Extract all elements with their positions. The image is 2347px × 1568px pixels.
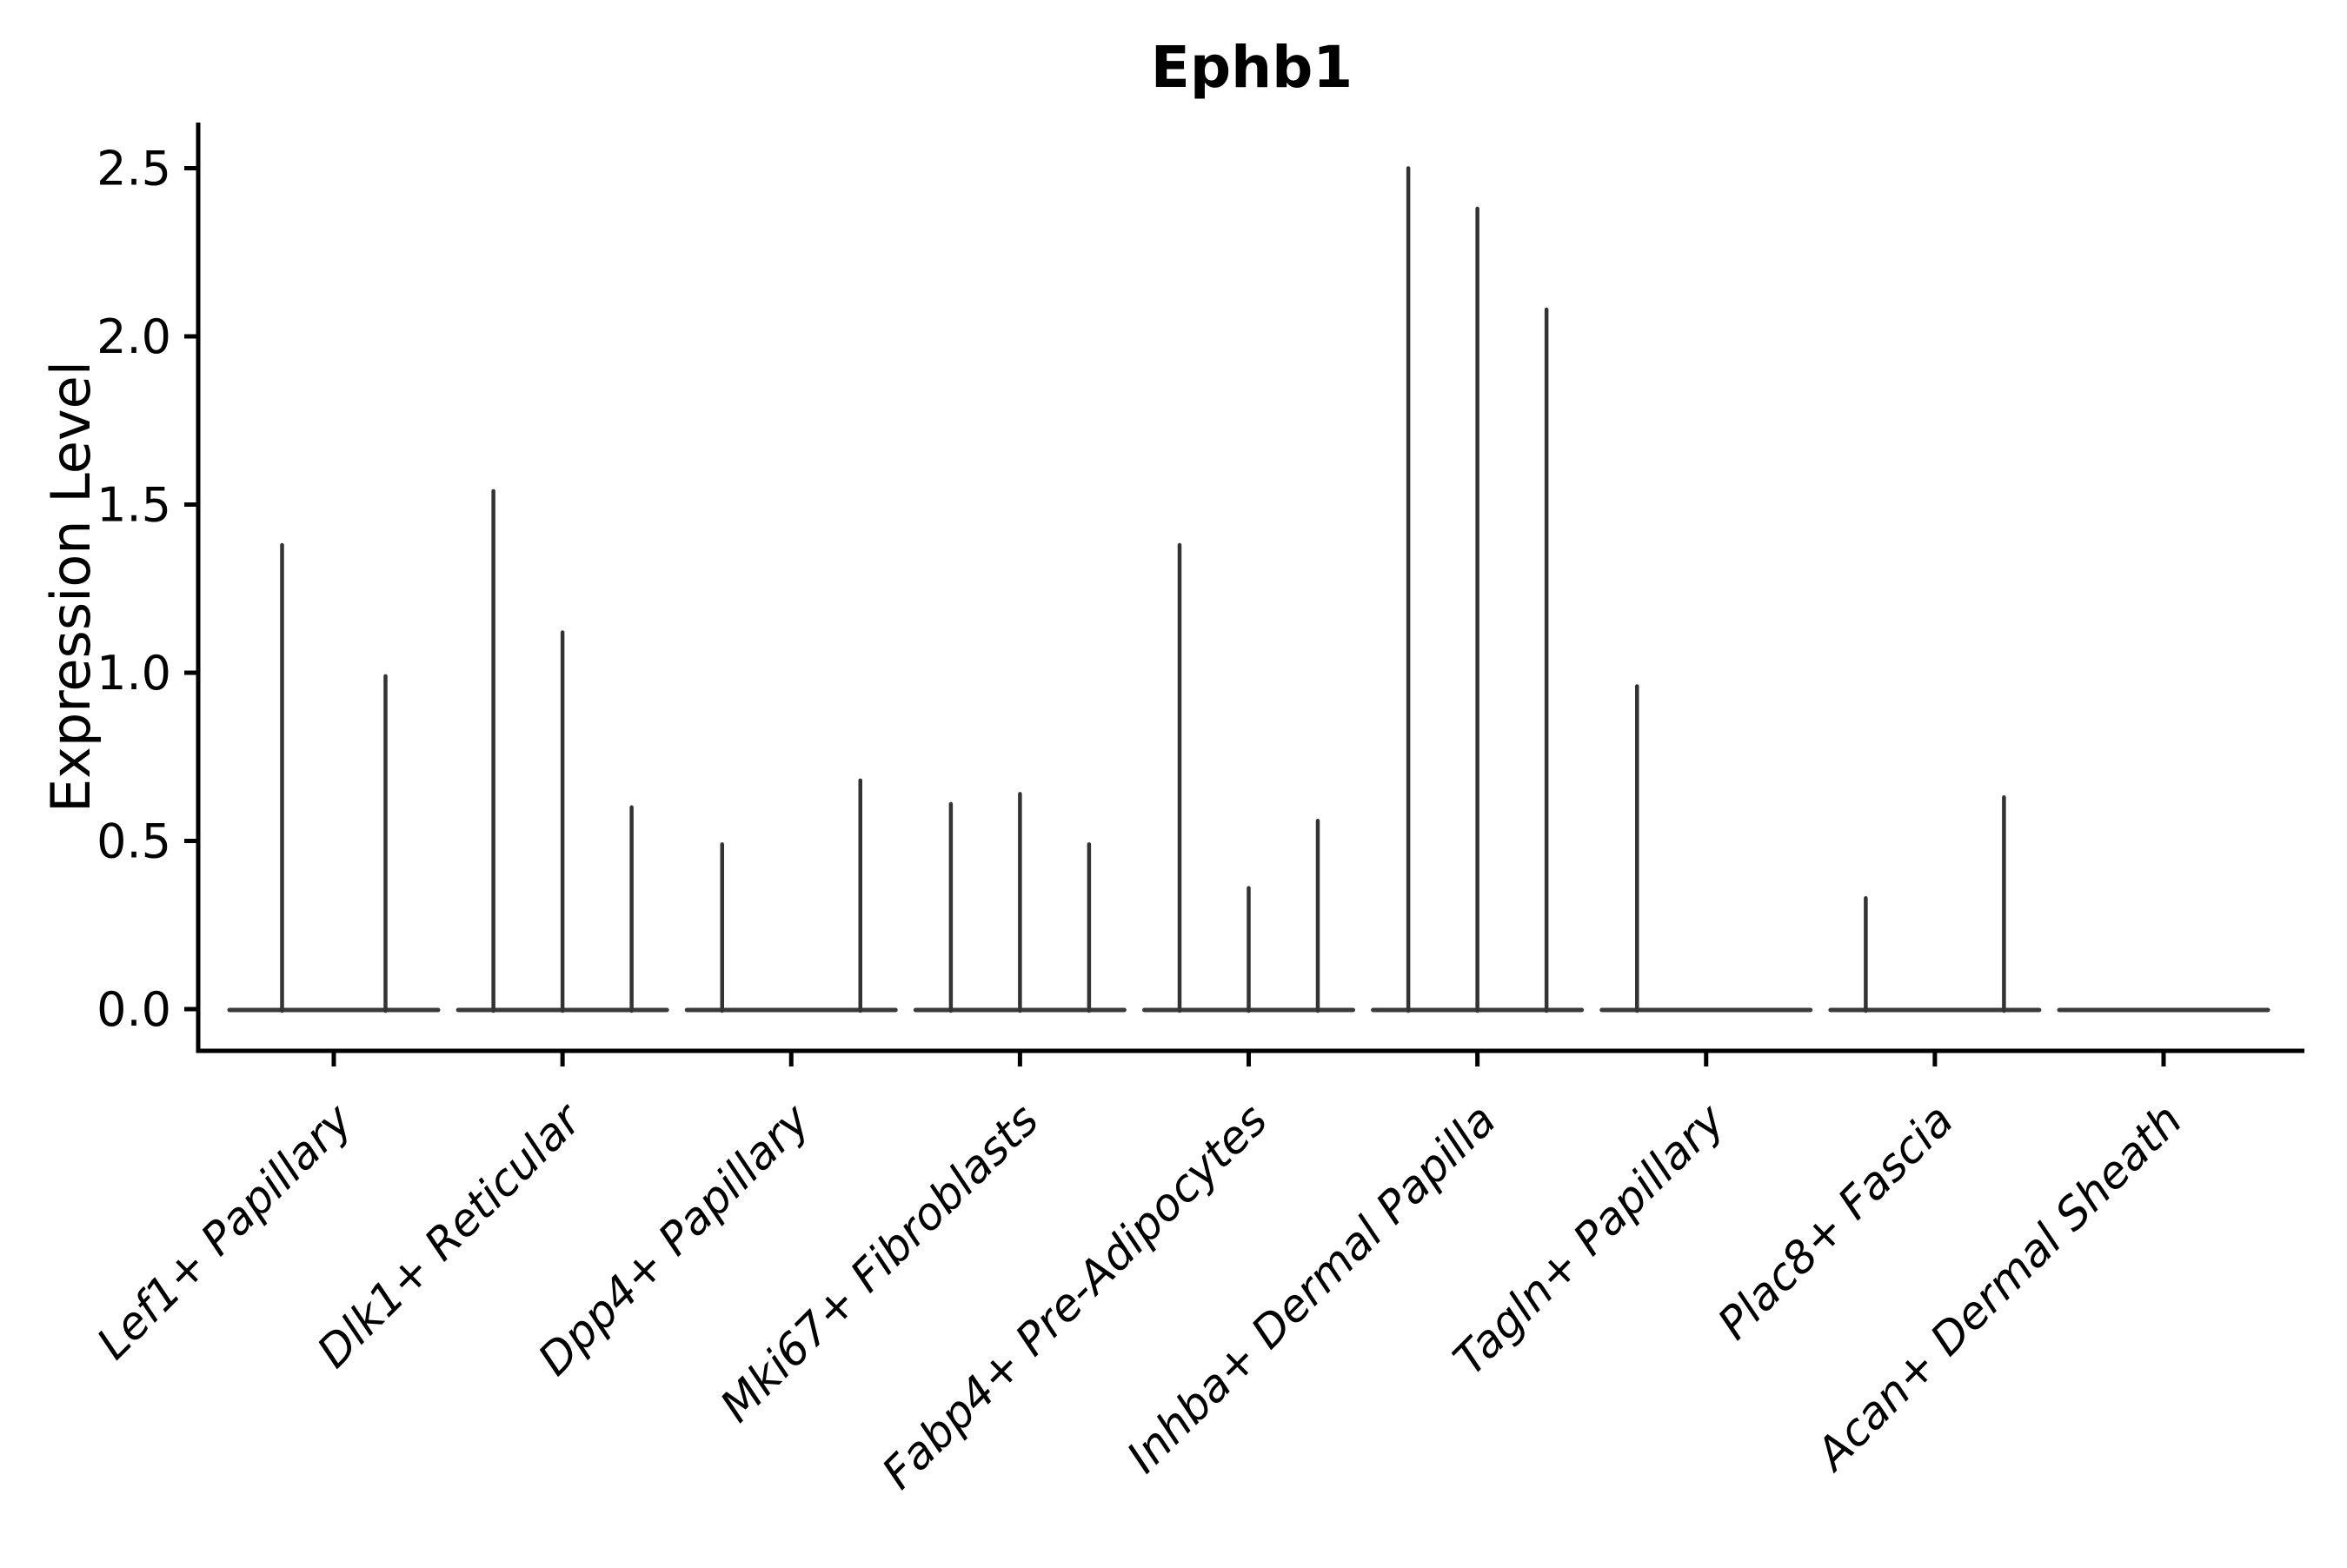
y-axis: 0.0 0.5 1.0 1.5 2.0 2.5 xyxy=(96,142,198,1037)
y-axis-label: Expression Level xyxy=(39,361,103,813)
y-tick-label: 0.5 xyxy=(96,814,171,869)
y-tick-label: 1.0 xyxy=(96,646,171,701)
y-tick-label: 2.5 xyxy=(96,142,171,196)
x-category-label: Inhba+ Dermal Papilla xyxy=(1118,1094,1506,1483)
chart-title: Ephb1 xyxy=(1151,34,1353,101)
x-category-label: Acan+ Dermal Sheath xyxy=(1805,1094,2192,1481)
y-tick-label: 2.0 xyxy=(96,309,171,364)
y-tick-label: 1.5 xyxy=(96,478,171,533)
x-category-label: Plac8+ Fascia xyxy=(1708,1094,1964,1350)
x-category-label: Fabp4+ Pre-Adipocytes xyxy=(873,1094,1278,1499)
violins xyxy=(227,166,2271,1013)
y-tick-label: 0.0 xyxy=(96,982,171,1037)
